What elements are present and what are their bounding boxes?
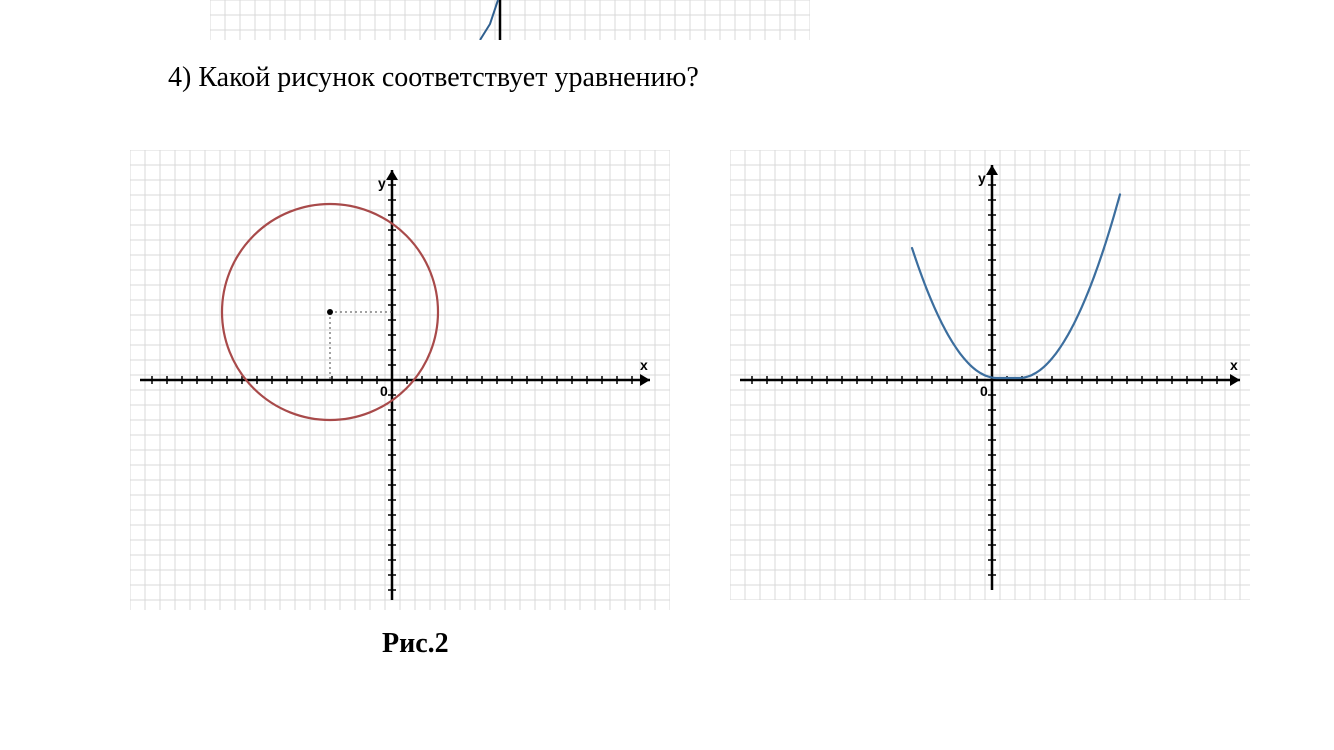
svg-text:x: x bbox=[1230, 357, 1238, 373]
caption-left: Рис.2 bbox=[382, 628, 449, 660]
charts-row: y x 0 y x 0 bbox=[130, 150, 1250, 610]
question-line: 4) Какой рисунок соответствует уравнению… bbox=[168, 62, 699, 94]
question-number: 4) bbox=[168, 62, 191, 93]
page-root: 4) Какой рисунок соответствует уравнению… bbox=[0, 0, 1334, 750]
chart-left-svg: y x 0 bbox=[130, 150, 670, 610]
chart-left-wrap: y x 0 bbox=[130, 150, 670, 610]
question-text: Какой рисунок соответствует уравнению? bbox=[198, 62, 699, 93]
chart-right-svg: y x 0 bbox=[730, 150, 1250, 600]
svg-text:y: y bbox=[978, 170, 986, 186]
top-fragment-svg bbox=[210, 0, 810, 40]
top-chart-fragment bbox=[210, 0, 810, 40]
svg-text:x: x bbox=[640, 357, 648, 373]
svg-text:y: y bbox=[378, 175, 386, 191]
svg-text:0: 0 bbox=[980, 383, 988, 399]
chart-right-wrap: y x 0 bbox=[730, 150, 1250, 610]
svg-text:0: 0 bbox=[380, 383, 388, 399]
